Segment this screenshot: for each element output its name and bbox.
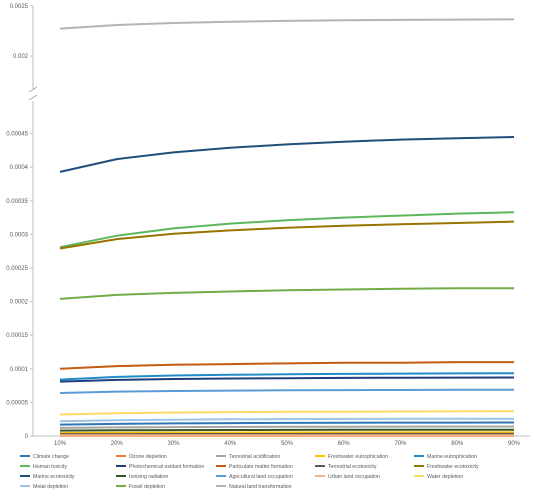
y-tick-label: 0.0002 — [10, 300, 29, 306]
series-line-7 — [60, 362, 514, 369]
x-tick-label: 40% — [224, 441, 237, 447]
x-tick-label: 50% — [281, 441, 294, 447]
x-tick-label: 20% — [111, 441, 124, 447]
legend-label: Particulate matter formation — [229, 464, 293, 470]
y-tick-label: 0.00025 — [6, 266, 28, 272]
y-tick-label: 0.00035 — [6, 199, 28, 205]
legend-label: Marine ecotoxicity — [33, 474, 75, 480]
legend-label: Climate change — [33, 454, 69, 460]
legend-label: Ionising radiation — [129, 474, 168, 480]
y-tick-label: 0.0003 — [10, 232, 29, 238]
legend-label: Terrestrial acidification — [229, 454, 280, 460]
y-tick-label: 0 — [25, 434, 29, 440]
series-line-12 — [60, 390, 514, 393]
series-line-2 — [60, 427, 514, 428]
y-tick-label: 0.0025 — [10, 4, 29, 10]
y-tick-label: 0.0001 — [10, 367, 29, 373]
legend-label: Photochemical oxidant formation — [129, 464, 204, 470]
x-tick-label: 70% — [394, 441, 407, 447]
legend-label: Terrestrial ecotoxicity — [328, 464, 377, 470]
legend-label: Human toxicity — [33, 464, 67, 470]
axis-break-mark — [29, 95, 37, 100]
legend-label: Freshwater ecotoxicity — [427, 464, 479, 470]
legend-label: Agricultural land occupation — [229, 474, 293, 480]
y-tick-label: 0.002 — [13, 54, 29, 60]
legend-label: Fossil depletion — [129, 484, 165, 490]
y-tick-label: 0.00005 — [6, 400, 28, 406]
x-tick-label: 60% — [338, 441, 351, 447]
legend-label: Natural land transformation — [229, 484, 292, 490]
y-tick-label: 0.00045 — [6, 132, 28, 138]
x-tick-label: 90% — [508, 441, 521, 447]
legend-label: Urban land occupation — [328, 474, 380, 480]
legend-label: Metal depletion — [33, 484, 68, 490]
series-line-5 — [60, 212, 514, 247]
series-line-17 — [60, 19, 514, 28]
x-tick-label: 30% — [167, 441, 180, 447]
series-line-0 — [60, 423, 514, 425]
series-line-6 — [60, 378, 514, 382]
series-line-14 — [60, 411, 514, 414]
x-tick-label: 80% — [451, 441, 464, 447]
series-line-15 — [60, 419, 514, 422]
series-line-16 — [60, 288, 514, 299]
x-tick-label: 10% — [54, 441, 67, 447]
legend-label: Freshwater eutrophication — [328, 454, 388, 460]
legend-label: Marine eutrophication — [427, 454, 477, 460]
series-line-10 — [60, 137, 514, 172]
series-line-11 — [60, 430, 514, 431]
legend-label: Ozone depletion — [129, 454, 167, 460]
y-tick-label: 0.00015 — [6, 333, 28, 339]
legend-label: Water depletion — [427, 474, 463, 480]
y-tick-label: 0.0004 — [10, 165, 29, 171]
